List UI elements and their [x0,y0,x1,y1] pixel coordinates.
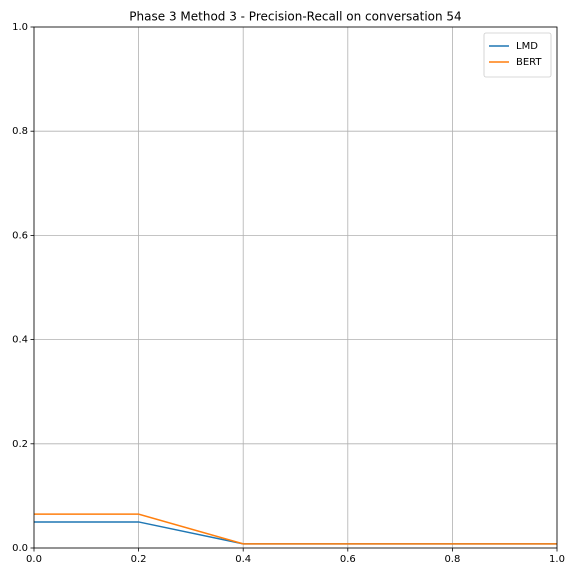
x-tick-label: 0.8 [444,554,460,565]
legend: LMD BERT [483,32,552,78]
legend-frame [483,32,552,78]
plot-frame [33,26,558,549]
chart-title: Phase 3 Method 3 - Precision-Recall on c… [129,10,461,24]
y-tick-label: 1.0 [12,22,28,33]
data-line [34,521,557,545]
y-tick-label: 0.4 [12,335,28,346]
x-tick-label: 0.2 [131,554,147,565]
x-tick-label: 1.0 [549,554,565,565]
y-tick-label: 0.0 [12,543,28,554]
y-tick-label: 0.6 [12,230,28,241]
y-tick-label: 0.2 [12,439,28,450]
x-tick-label: 0.4 [235,554,251,565]
legend-label: LMD [516,41,538,52]
legend-label: BERT [516,57,542,68]
x-tick-label: 0.0 [26,554,42,565]
x-tick-label: 0.6 [340,554,356,565]
y-tick-label: 0.8 [12,126,28,137]
data-line [34,513,557,545]
